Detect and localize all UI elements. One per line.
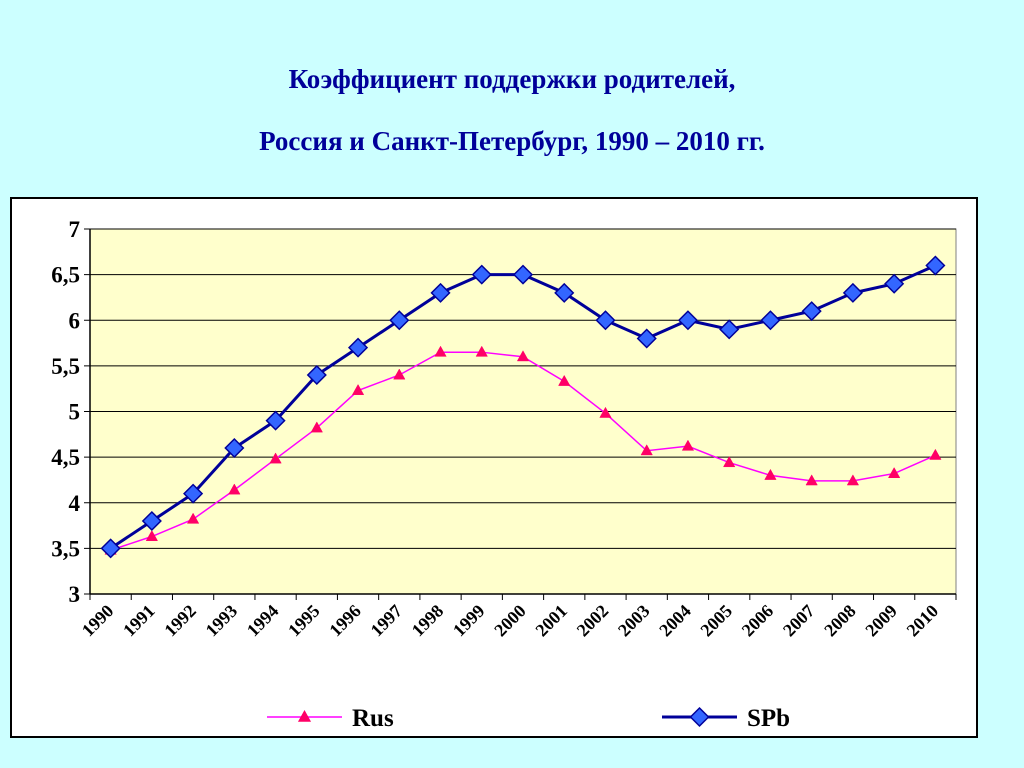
- legend-item-spb[interactable]: SPb: [662, 705, 790, 732]
- data-point[interactable]: [393, 368, 406, 380]
- data-point[interactable]: [306, 364, 327, 386]
- legend-marker: [689, 706, 710, 728]
- x-tick-label: 2008: [820, 601, 860, 641]
- data-point[interactable]: [224, 437, 245, 459]
- data-point[interactable]: [846, 474, 860, 486]
- x-tick-label: 2009: [861, 601, 901, 641]
- data-point[interactable]: [764, 468, 777, 480]
- data-point[interactable]: [599, 406, 612, 418]
- data-point[interactable]: [186, 512, 200, 524]
- x-tick-label: 2000: [490, 601, 530, 641]
- x-tick-label: 2005: [696, 601, 736, 641]
- legend-label: Rus: [352, 705, 394, 732]
- x-tick-label: 1997: [367, 601, 407, 641]
- x-tick-label: 2006: [738, 601, 778, 641]
- data-point[interactable]: [842, 282, 863, 303]
- data-point[interactable]: [512, 264, 534, 285]
- data-point[interactable]: [389, 310, 410, 331]
- data-point[interactable]: [554, 282, 575, 303]
- y-tick-label: 7: [69, 217, 81, 242]
- data-point[interactable]: [141, 510, 162, 532]
- y-tick-label: 3,5: [51, 536, 80, 561]
- data-point[interactable]: [884, 273, 905, 294]
- x-tick-label: 2003: [614, 601, 654, 641]
- data-point[interactable]: [516, 350, 530, 362]
- data-point[interactable]: [595, 310, 616, 331]
- legend-item-rus[interactable]: Rus: [267, 705, 394, 732]
- data-point[interactable]: [471, 264, 492, 285]
- data-point[interactable]: [929, 448, 942, 460]
- x-tick-label: 2004: [655, 601, 695, 641]
- x-tick-label: 1992: [160, 601, 200, 641]
- x-tick-label: 1996: [325, 601, 365, 641]
- y-tick-label: 5: [69, 400, 81, 425]
- chart-title-line-2: Россия и Санкт-Петербург, 1990 – 2010 гг…: [259, 126, 765, 156]
- data-point[interactable]: [475, 345, 488, 357]
- x-axis-tick-labels: 1990 1991 1992 1993 1994 1995 1996 1997 1998 1999…: [78, 594, 957, 641]
- y-tick-label: 3: [69, 582, 81, 607]
- x-tick-label: 2010: [903, 601, 943, 641]
- x-tick-label: 1998: [408, 601, 448, 641]
- data-point[interactable]: [310, 421, 323, 433]
- legend-marker: [297, 709, 312, 722]
- y-tick-label: 4: [69, 491, 81, 516]
- data-point[interactable]: [269, 452, 282, 464]
- y-tick-label: 6: [69, 308, 81, 333]
- data-series: [100, 255, 946, 559]
- data-point[interactable]: [719, 319, 740, 340]
- data-point[interactable]: [888, 467, 901, 478]
- x-tick-label: 1990: [78, 601, 118, 641]
- y-tick-label: 4,5: [51, 445, 80, 470]
- data-point[interactable]: [677, 310, 699, 331]
- x-tick-label: 2001: [531, 601, 571, 641]
- data-point[interactable]: [640, 444, 653, 456]
- data-point[interactable]: [636, 328, 657, 349]
- series-spb: [100, 255, 946, 559]
- data-point[interactable]: [801, 301, 822, 322]
- line-chart: 33,544,555,566,57 1990 1991 1992 1993 1994 19…: [51, 217, 957, 732]
- x-tick-label: 2007: [779, 601, 819, 641]
- data-point[interactable]: [351, 384, 365, 395]
- y-axis-tick-labels: 3 3,5 4 4,5 5 5,5 6 6,5 7: [51, 217, 90, 607]
- data-point[interactable]: [558, 374, 571, 386]
- x-tick-label: 1993: [202, 601, 242, 641]
- data-point[interactable]: [805, 474, 818, 486]
- x-tick-label: 1999: [449, 601, 489, 641]
- data-point[interactable]: [347, 337, 369, 358]
- data-point[interactable]: [183, 483, 204, 504]
- x-tick-label: 1994: [243, 601, 283, 641]
- chart-title: Коэффициент поддержки родителей, Россия …: [0, 62, 1024, 158]
- legend-label: SPb: [747, 705, 790, 732]
- y-tick-label: 5,5: [51, 354, 80, 379]
- x-tick-label: 2002: [573, 601, 613, 641]
- x-tick-label: 1995: [284, 601, 324, 641]
- data-point[interactable]: [681, 439, 695, 451]
- legend[interactable]: Rus SPb: [267, 705, 790, 732]
- y-tick-label: 6,5: [51, 263, 80, 288]
- data-point[interactable]: [265, 410, 286, 431]
- chart-title-line-1: Коэффициент поддержки родителей,: [288, 64, 736, 94]
- data-point[interactable]: [430, 282, 451, 303]
- chart-frame: 3 3,5 4 4,5 5 5,5 6 6,5 7 1990 1991 1992 1993 1994 19…: [10, 197, 978, 738]
- x-tick-label: 1991: [119, 601, 159, 641]
- data-point[interactable]: [434, 345, 447, 357]
- data-point[interactable]: [145, 530, 158, 541]
- data-point[interactable]: [228, 483, 241, 495]
- data-point[interactable]: [723, 456, 736, 468]
- data-point[interactable]: [760, 310, 781, 331]
- data-point[interactable]: [925, 255, 946, 276]
- data-point[interactable]: [100, 538, 121, 559]
